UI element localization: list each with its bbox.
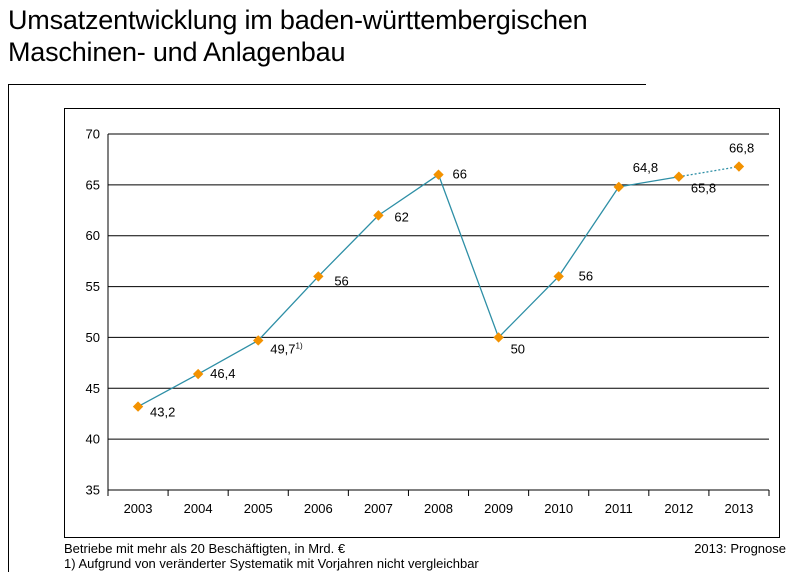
footnote-1: 1) Aufgrund von veränderter Systematik m… (64, 556, 479, 571)
data-label-2010: 56 (579, 268, 593, 283)
x-tick-label-2003: 2003 (124, 501, 153, 516)
data-label-2013: 66,8 (729, 141, 754, 156)
footnote-basis: Betriebe mit mehr als 20 Beschäftigten, … (64, 541, 346, 556)
data-label-2006: 56 (334, 273, 348, 288)
x-tick-label-2004: 2004 (184, 501, 213, 516)
y-tick-label-45: 45 (86, 381, 100, 396)
y-tick-label-50: 50 (86, 330, 100, 345)
x-tick-label-2012: 2012 (664, 501, 693, 516)
data-point-2012 (673, 171, 685, 182)
y-tick-label-40: 40 (86, 432, 100, 447)
data-label-2009: 50 (511, 341, 525, 356)
footnote-forecast: 2013: Prognose (694, 541, 786, 556)
x-tick-label-2013: 2013 (724, 501, 753, 516)
data-point-2007 (373, 210, 384, 221)
title-rule (8, 84, 646, 85)
chart-title-line-2: Maschinen- und Anlagenbau (8, 37, 346, 67)
data-point-2008 (433, 169, 444, 180)
series-line-forecast (678, 165, 740, 178)
y-tick-label-35: 35 (86, 483, 100, 498)
x-tick-label-2005: 2005 (244, 501, 273, 516)
data-point-2006 (313, 271, 324, 282)
x-tick-label-2007: 2007 (364, 501, 393, 516)
chart-title-line-1: Umsatzentwicklung im baden-württembergis… (8, 5, 588, 35)
data-label-superscript: 1) (296, 341, 303, 350)
data-point-2009 (493, 332, 504, 343)
x-tick-label-2010: 2010 (544, 501, 573, 516)
series-line (137, 173, 679, 408)
data-point-2003 (132, 401, 144, 412)
data-label-2012: 65,8 (691, 181, 716, 196)
data-point-2013 (733, 161, 745, 172)
chart-plot-frame: 35 40 45 50 55 60 65 70 2003 2004 2005 2006 2007 2008… (64, 108, 780, 538)
data-label-2004: 46,4 (210, 366, 235, 381)
data-label-2003: 43,2 (150, 405, 175, 420)
y-tick-label-70: 70 (86, 127, 100, 142)
chart-title: Umsatzentwicklung im baden-württembergis… (8, 4, 588, 68)
x-tick-label-2006: 2006 (304, 501, 333, 516)
y-tick-label-55: 55 (86, 279, 100, 294)
frame-left-border (8, 84, 9, 572)
data-label-2011: 64,8 (633, 160, 658, 175)
data-point-2004 (192, 368, 204, 380)
x-tick-label-2011: 2011 (605, 501, 633, 516)
x-tick-label-2009: 2009 (484, 501, 513, 516)
y-tick-label-65: 65 (86, 177, 100, 192)
data-label-2007: 62 (394, 209, 408, 224)
y-tick-label-60: 60 (86, 228, 100, 243)
x-tick-label-2008: 2008 (424, 501, 453, 516)
data-point-2005 (253, 335, 264, 346)
data-label-2005: 49,71) (270, 341, 303, 356)
line-chart: 35 40 45 50 55 60 65 70 2003 2004 2005 2006 2007 2008… (86, 127, 770, 516)
data-point-2011 (613, 181, 624, 193)
data-label-2008: 66 (453, 167, 467, 182)
